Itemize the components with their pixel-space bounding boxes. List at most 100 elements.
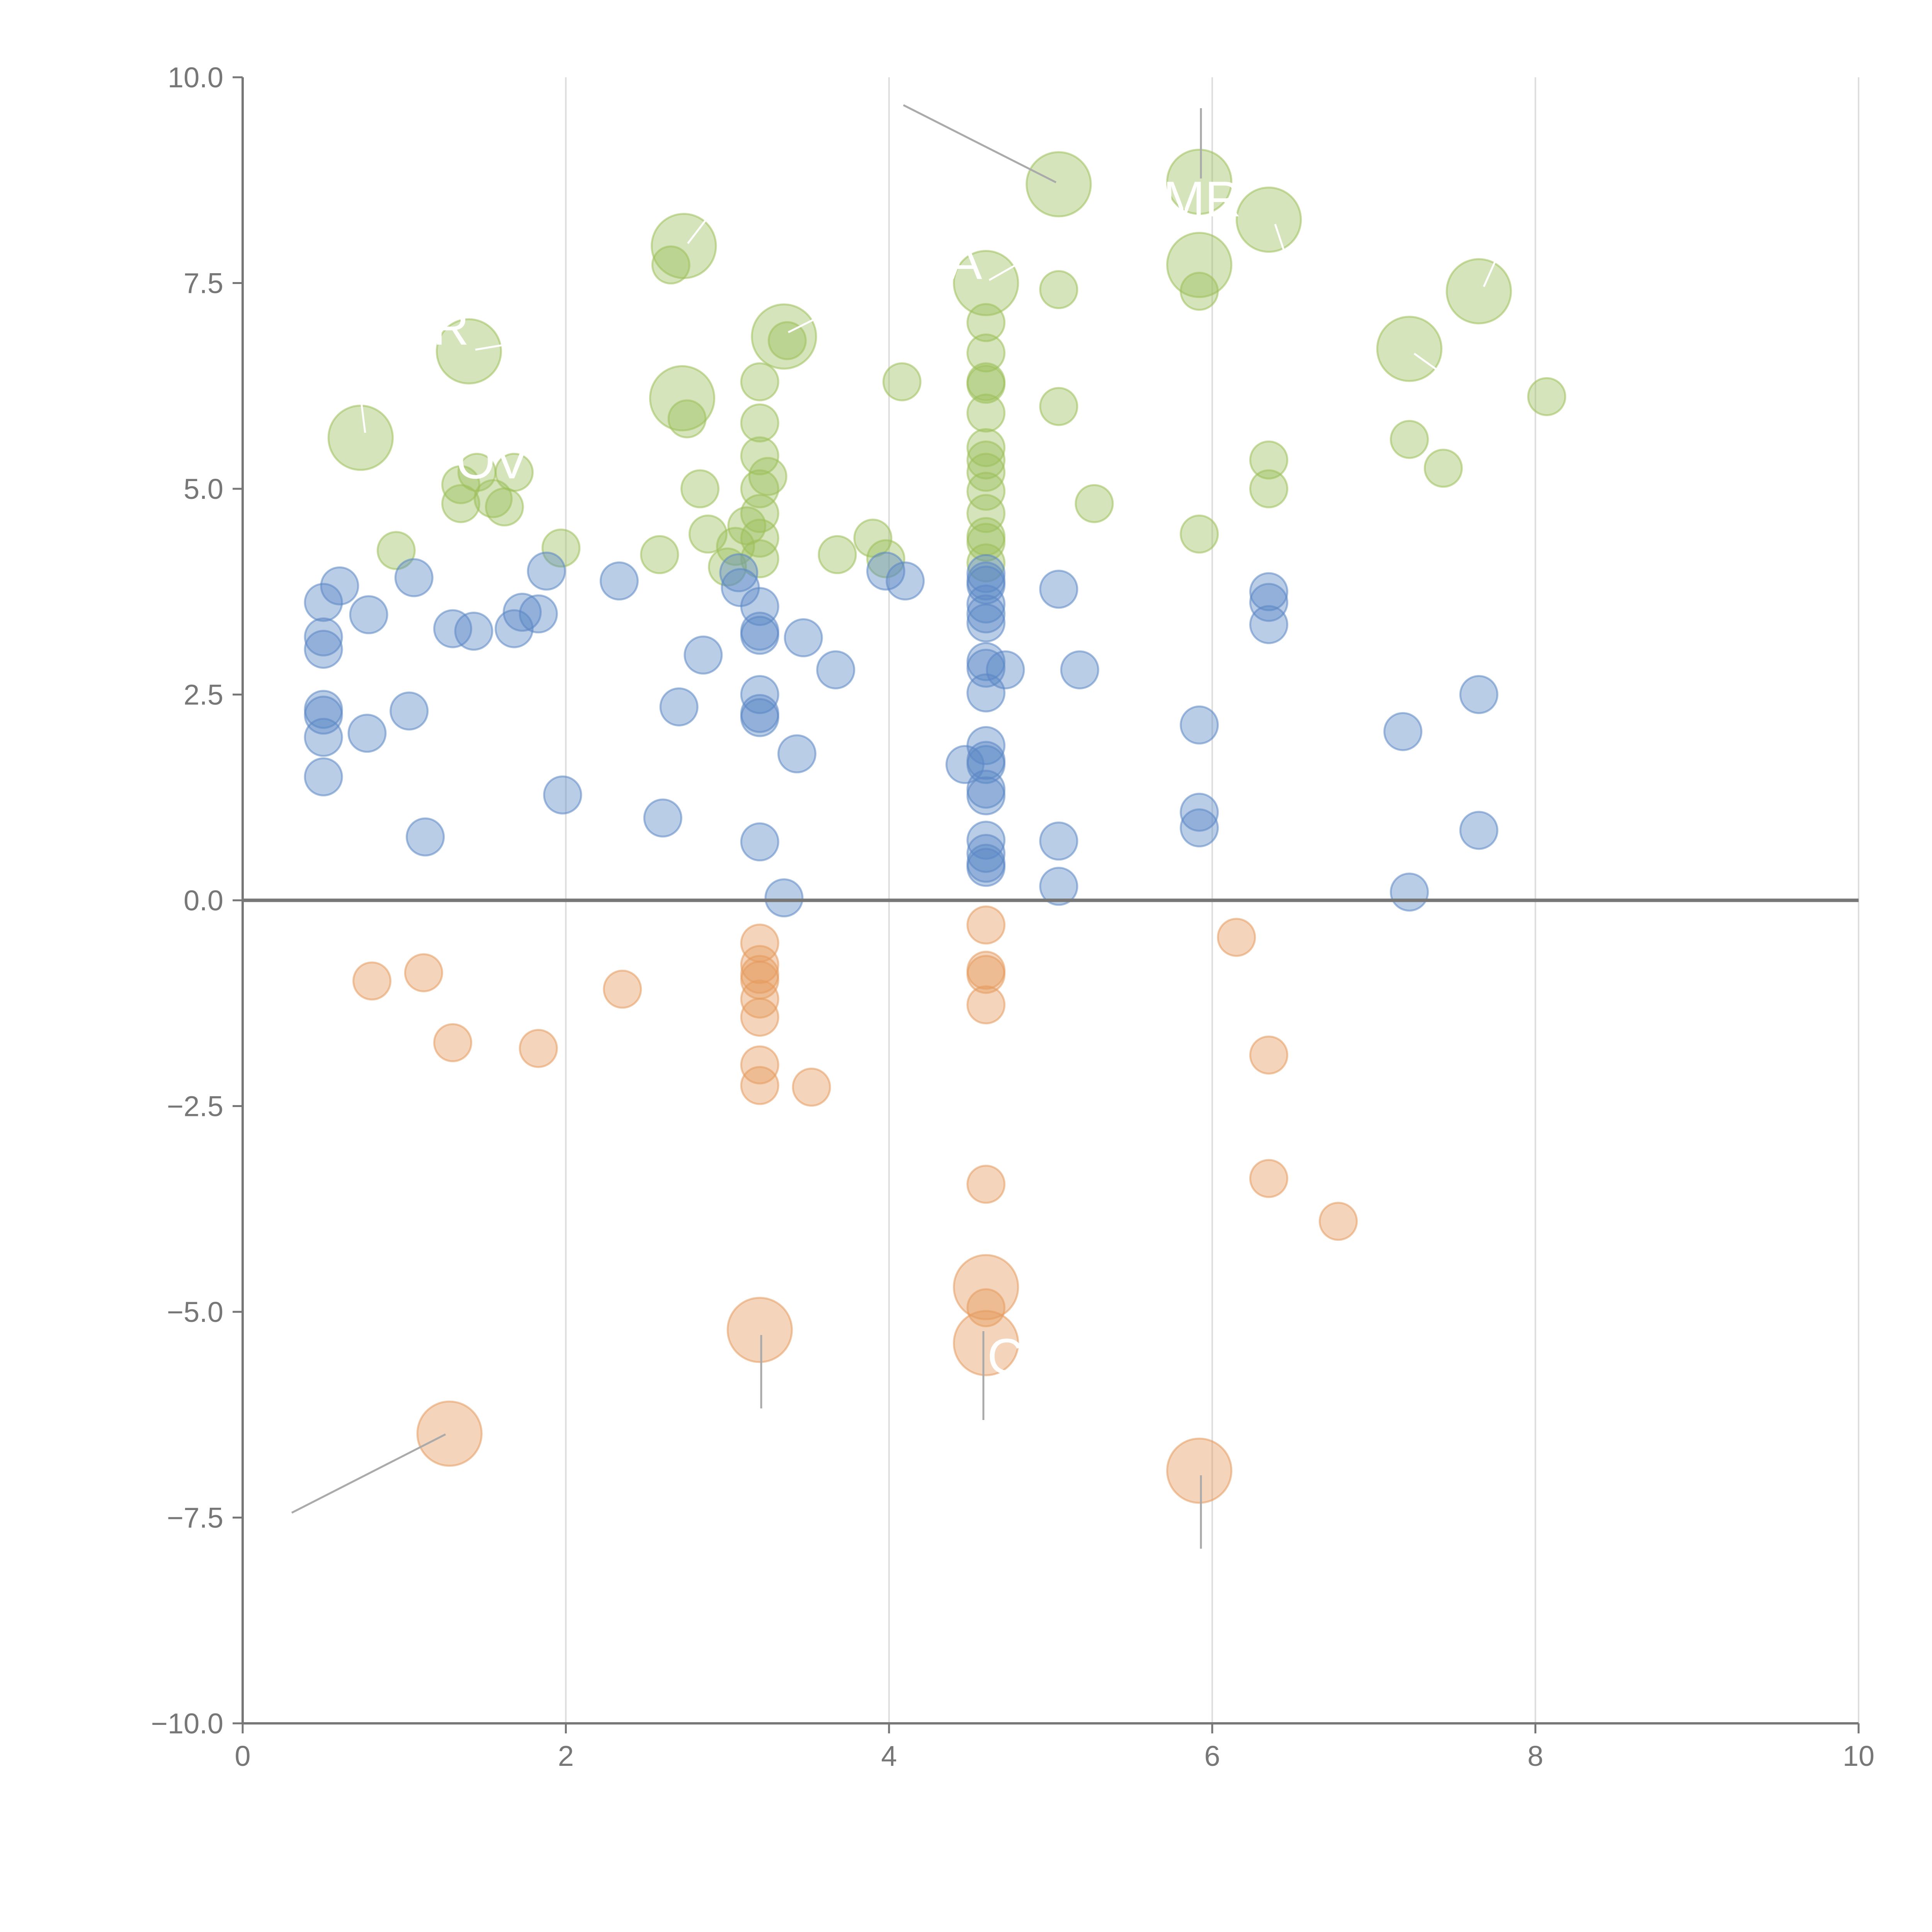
scatter-point-blue xyxy=(866,551,905,591)
y-tick-label: 0.0 xyxy=(184,884,223,917)
scatter-point-orange xyxy=(966,985,1006,1025)
scatter-point-green xyxy=(966,303,1006,342)
scatter-point-blue xyxy=(966,603,1006,643)
scatter-point-blue xyxy=(320,566,359,605)
y-tick-label: −2.5 xyxy=(167,1090,223,1122)
scatter-point-green xyxy=(1376,316,1443,382)
scatter-point-green xyxy=(740,539,779,578)
scatter-point-blue xyxy=(764,878,804,918)
scatter-point-blue xyxy=(304,617,343,656)
scatter-point-orange xyxy=(1249,1159,1289,1198)
scatter-point-blue xyxy=(433,609,473,648)
scatter-point-green xyxy=(667,399,707,439)
scatter-point-orange xyxy=(433,1023,473,1062)
scatter-point-green xyxy=(966,471,1006,511)
scatter-point-blue xyxy=(543,775,582,815)
scatter-point-green xyxy=(1180,272,1219,311)
scatter-point-green xyxy=(1180,514,1219,554)
scatter-point-green xyxy=(1446,258,1512,325)
scatter-point-orange xyxy=(352,961,392,1001)
scatter-point-blue xyxy=(643,798,682,838)
scatter-point-green xyxy=(485,487,524,527)
scatter-point-blue xyxy=(966,776,1006,815)
scatter-point-green xyxy=(1527,377,1566,416)
leader-line xyxy=(291,1433,446,1514)
annotations: R OV MR A C xyxy=(433,171,1241,1384)
scatter-point-orange xyxy=(519,1029,558,1068)
scatter-point-blue xyxy=(347,714,387,753)
scatter-point-blue xyxy=(1180,705,1219,745)
scatter-point-green xyxy=(966,522,1006,562)
scatter-point-green xyxy=(495,452,534,492)
scatter-point-green xyxy=(953,250,1019,316)
scatter-point-green xyxy=(541,528,581,568)
leader-line xyxy=(360,401,366,433)
scatter-point-blue xyxy=(684,635,723,675)
y-tick-label: −7.5 xyxy=(167,1502,223,1534)
annotation-label: R xyxy=(433,299,469,355)
x-tick-label: 8 xyxy=(1527,1740,1543,1772)
annotation-label: A xyxy=(949,233,982,290)
scatter-point-blue xyxy=(966,821,1006,860)
x-tick-label: 6 xyxy=(1204,1740,1220,1772)
scatter-point-blue xyxy=(1039,867,1078,906)
y-tick-label: 2.5 xyxy=(184,679,223,711)
scatter-point-green xyxy=(376,531,416,570)
x-tick-label: 10 xyxy=(1843,1740,1874,1772)
scatter-point-green xyxy=(1423,449,1463,488)
scatter-point-blue xyxy=(1039,570,1078,609)
scatter-point-orange xyxy=(966,905,1006,945)
scatter-point-orange xyxy=(792,1068,831,1107)
scatter-point-orange xyxy=(740,945,779,984)
scatter-point-blue xyxy=(986,650,1025,690)
scatter-point-blue xyxy=(1180,808,1219,848)
scatter-point-orange xyxy=(726,1297,793,1363)
annotation-label: C xyxy=(987,1328,1024,1384)
scatter-point-green xyxy=(1026,151,1092,218)
scatter-point-orange xyxy=(1166,1437,1233,1504)
scatter-point-blue xyxy=(599,561,639,601)
scatter-point-orange xyxy=(740,1066,779,1105)
scatter-point-green xyxy=(751,303,817,370)
scatter-point-blue xyxy=(394,558,434,597)
scatter-point-green xyxy=(680,469,720,509)
scatter-points xyxy=(304,148,1566,1504)
annotation-leader-lines xyxy=(291,104,1497,1549)
scatter-point-blue xyxy=(816,650,855,690)
scatter-point-blue xyxy=(1249,572,1289,611)
scatter-point-blue xyxy=(1180,793,1219,832)
scatter-point-blue xyxy=(1039,821,1078,861)
annotation-label: MR xyxy=(1163,171,1241,227)
scatter-point-green xyxy=(1166,148,1233,215)
scatter-point-blue xyxy=(1060,650,1099,690)
scatter-point-blue xyxy=(1459,675,1498,714)
scatter-point-green xyxy=(1039,270,1078,310)
leader-line xyxy=(1274,224,1286,253)
scatter-point-orange xyxy=(953,1310,1019,1376)
scatter-point-blue xyxy=(966,594,1006,634)
scatter-point-blue xyxy=(519,594,558,634)
scatter-point-blue xyxy=(527,551,566,591)
scatter-point-green xyxy=(441,484,481,523)
scatter-point-orange xyxy=(1217,918,1256,957)
scatter-point-green xyxy=(1075,484,1114,523)
scatter-point-green xyxy=(767,321,807,361)
scatter-point-orange xyxy=(966,1165,1006,1204)
scatter-point-orange xyxy=(953,1254,1019,1320)
leader-line xyxy=(988,264,1017,281)
scatter-point-blue xyxy=(1459,811,1498,850)
scatter-point-green xyxy=(966,440,1006,480)
scatter-point-orange xyxy=(404,953,443,992)
scatter-point-orange xyxy=(603,969,642,1009)
scatter-point-blue xyxy=(719,553,759,592)
scatter-point-green xyxy=(327,405,394,471)
scatter-point-blue xyxy=(406,817,445,857)
y-tick-label: 10.0 xyxy=(168,61,223,94)
scatter-point-blue xyxy=(740,822,779,862)
scatter-point-blue xyxy=(784,618,823,658)
scatter-point-green xyxy=(966,364,1006,404)
scatter-point-green xyxy=(1039,387,1078,426)
scatter-point-orange xyxy=(740,997,779,1037)
scatter-point-green xyxy=(1389,420,1429,459)
